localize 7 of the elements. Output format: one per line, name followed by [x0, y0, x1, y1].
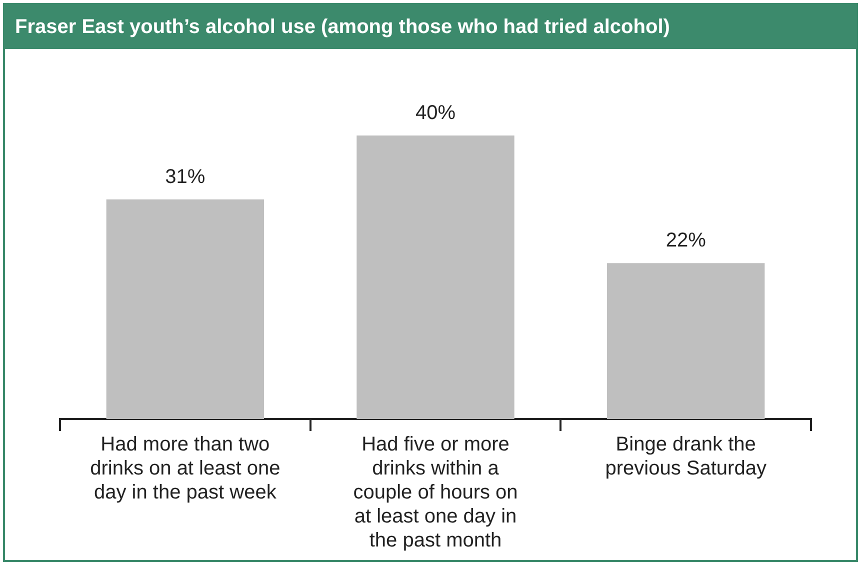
x-tick-label: Binge drank the previous Saturday — [605, 434, 766, 480]
data-label: 31% — [165, 166, 206, 188]
x-tick-label: Had more than two drinks on at least one day in the past week — [90, 434, 280, 504]
chart-title: Fraser East youth’s alcohol use (among those who had tried alcohol) — [5, 5, 856, 49]
x-tick-label: Had five or more drinks within a couple of hours on at least one day in the past month — [353, 434, 518, 552]
data-label: 40% — [415, 102, 456, 124]
data-label: 22% — [666, 230, 706, 252]
